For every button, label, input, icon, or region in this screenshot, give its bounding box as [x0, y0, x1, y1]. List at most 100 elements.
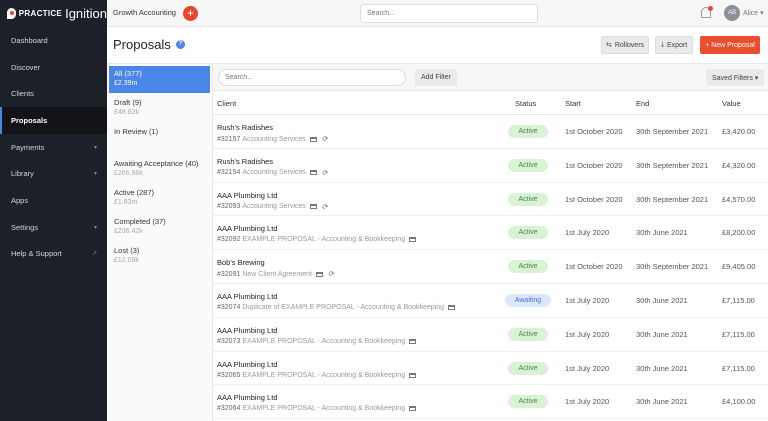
filter-label: Completed (37) — [114, 217, 166, 226]
proposal-title[interactable]: Accounting Services — [242, 203, 306, 211]
proposal-value: £4,100.00 — [722, 397, 756, 407]
avatar[interactable]: AB — [724, 5, 740, 21]
client-name[interactable]: AAA Plumbing Ltd — [217, 291, 278, 301]
proposal-value: £7,115.00 — [722, 329, 755, 339]
recurring-icon: ⟳ — [321, 136, 328, 143]
help-icon[interactable]: ? — [175, 40, 185, 49]
sidebar-item-help-support[interactable]: Help & Support ↗ — [0, 241, 107, 268]
start-date: 1st July 2020 — [565, 329, 610, 339]
column-value[interactable]: Value — [722, 99, 741, 108]
column-end[interactable]: End — [636, 99, 650, 108]
proposal-id: #32091 — [217, 270, 241, 278]
proposal-title[interactable]: EXAMPLE PROPOSAL - Accounting & Bookkeep… — [242, 337, 406, 345]
table-row[interactable]: AAA Plumbing Ltd #32065 EXAMPLE PROPOSAL -… — [213, 352, 768, 386]
client-name[interactable]: Bob's Brewing — [217, 258, 265, 268]
status-filter-panel: All (377) £2.39m Draft (9) £48.82k In Review… — [107, 63, 213, 421]
saved-filters-dropdown[interactable]: Saved Filters ▾ — [706, 69, 765, 86]
proposal-title[interactable]: EXAMPLE PROPOSAL - Accounting & Bookkeep… — [242, 405, 406, 413]
add-button[interactable]: + — [183, 6, 198, 21]
global-search-input[interactable] — [360, 4, 538, 23]
sidebar-item-dashboard[interactable]: Dashboard — [0, 27, 107, 54]
sidebar-item-settings[interactable]: Settings ▾ — [0, 214, 107, 241]
notification-dot — [708, 6, 713, 11]
rollovers-button[interactable]: ⇆ Rollovers — [601, 36, 649, 54]
proposal-value: £7,115.00 — [722, 363, 755, 373]
table-row[interactable]: AAA Plumbing Ltd #32093 Accounting Service… — [213, 183, 768, 217]
proposal-details: #32091 New Client Agreement ⟳ — [217, 270, 334, 279]
proposal-title[interactable]: EXAMPLE PROPOSAL - Accounting & Bookkeep… — [242, 371, 406, 379]
client-name[interactable]: AAA Plumbing Ltd — [217, 393, 278, 403]
logo[interactable]: PRACTICE Ignition — [0, 0, 107, 27]
top-bar: Growth Accounting + AB Alice ▾ — [107, 0, 768, 27]
filter-item[interactable]: Draft (9) £48.82k — [109, 95, 210, 122]
sidebar-item-label: Clients — [11, 89, 34, 99]
add-filter-button[interactable]: Add Filter — [415, 69, 457, 86]
proposal-value: £8,200.00 — [722, 228, 756, 238]
user-menu[interactable]: Alice ▾ — [743, 10, 764, 17]
status-badge: Active — [508, 226, 548, 240]
filter-item[interactable]: Active (287) £1.83m — [109, 185, 210, 212]
client-name[interactable]: AAA Plumbing Ltd — [217, 190, 278, 200]
filter-item[interactable]: Lost (3) £12.09k — [109, 243, 210, 270]
logo-text: PRACTICE — [18, 9, 63, 18]
table-row[interactable]: Rush's Radishes #32157 Accounting Services… — [213, 115, 768, 149]
column-status[interactable]: Status — [515, 99, 537, 108]
filter-item[interactable]: Completed (37) £236.42k — [109, 214, 210, 241]
client-name[interactable]: Rush's Radishes — [217, 123, 274, 132]
filter-item[interactable]: Awaiting Acceptance (40) £266.96k — [109, 156, 210, 183]
proposal-title[interactable]: Duplicate of EXAMPLE PROPOSAL - Accounti… — [242, 303, 445, 311]
sidebar-item-library[interactable]: Library ▾ — [0, 160, 107, 187]
table-row[interactable]: AAA Plumbing Ltd #32073 EXAMPLE PROPOSAL -… — [213, 318, 768, 352]
status-badge: Active — [508, 158, 548, 172]
button-label: Rollovers — [614, 41, 645, 49]
proposal-id: #32074 — [217, 303, 241, 311]
client-name[interactable]: AAA Plumbing Ltd — [217, 224, 278, 234]
client-name[interactable]: AAA Plumbing Ltd — [217, 325, 278, 335]
table-search-input[interactable] — [218, 69, 406, 86]
filter-total: £12.09k — [114, 257, 139, 264]
organization-name[interactable]: Growth Accounting — [113, 8, 176, 17]
proposal-title[interactable]: Accounting Services — [242, 169, 306, 177]
table-row[interactable]: AAA Plumbing Ltd #32074 Duplicate of EXAMP… — [213, 284, 768, 318]
filter-item[interactable]: All (377) £2.39m — [109, 66, 210, 93]
filter-total: £48.82k — [114, 109, 139, 116]
filter-total: £2.39m — [114, 80, 138, 87]
table-row[interactable]: Rush's Radishes #32154 Accounting Services… — [213, 149, 768, 183]
sidebar-item-apps[interactable]: Apps — [0, 187, 107, 214]
notification-bell-icon[interactable] — [701, 7, 711, 18]
status-badge: Awaiting — [505, 293, 551, 307]
column-client[interactable]: Client — [217, 99, 237, 108]
credit-card-icon — [309, 204, 317, 210]
proposal-title[interactable]: EXAMPLE PROPOSAL - Accounting & Bookkeep… — [242, 236, 406, 244]
column-start[interactable]: Start — [565, 99, 581, 108]
proposal-title[interactable]: Accounting Services — [242, 135, 306, 143]
proposal-details: #32065 EXAMPLE PROPOSAL - Accounting & Bo… — [217, 371, 417, 379]
credit-card-icon — [409, 372, 417, 378]
proposal-id: #32064 — [217, 405, 241, 413]
filter-label: Draft (9) — [114, 98, 142, 107]
proposal-title[interactable]: New Client Agreement — [242, 270, 313, 278]
new-proposal-button[interactable]: + New Proposal — [700, 36, 760, 54]
start-date: 1st October 2020 — [565, 194, 623, 204]
credit-card-icon — [309, 136, 317, 142]
sidebar-item-discover[interactable]: Discover — [0, 54, 107, 81]
sidebar-item-clients[interactable]: Clients — [0, 80, 107, 107]
proposal-details: #32074 Duplicate of EXAMPLE PROPOSAL - Ac… — [217, 303, 456, 311]
table-row[interactable]: AAA Plumbing Ltd #32064 EXAMPLE PROPOSAL -… — [213, 385, 768, 420]
end-date: 30th September 2021 — [636, 127, 709, 136]
table-header: Client Status Start End Value — [213, 91, 768, 115]
proposal-details: #32064 EXAMPLE PROPOSAL - Accounting & Bo… — [217, 405, 417, 413]
status-badge: Active — [508, 361, 548, 375]
sidebar-item-proposals[interactable]: Proposals — [0, 107, 107, 134]
start-date: 1st October 2020 — [565, 262, 623, 272]
sidebar: PRACTICE Ignition Dashboard Discover Clien… — [0, 0, 107, 421]
sidebar-item-label: Discover — [11, 62, 41, 72]
table-row[interactable]: Bob's Brewing #32091 New Client Agreement ⟳… — [213, 250, 768, 284]
table-row[interactable]: AAA Plumbing Ltd #32092 EXAMPLE PROPOSAL -… — [213, 216, 768, 251]
client-name[interactable]: AAA Plumbing Ltd — [217, 359, 278, 369]
export-button[interactable]: ⤓ Export — [655, 36, 693, 54]
client-name[interactable]: Rush's Radishes — [217, 156, 274, 166]
sidebar-item-payments[interactable]: Payments ▾ — [0, 134, 107, 161]
filter-item[interactable]: In Review (1) — [109, 124, 210, 142]
rollover-icon: ⇆ — [605, 42, 612, 49]
